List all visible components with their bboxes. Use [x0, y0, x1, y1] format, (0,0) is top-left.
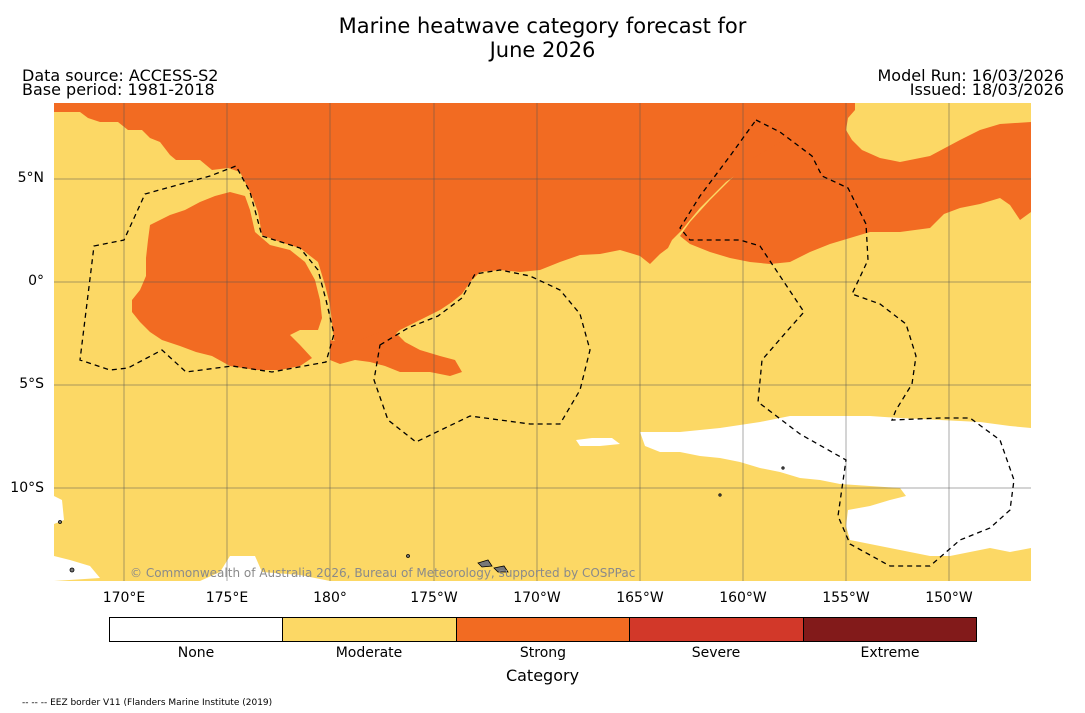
legend-title: Category [505, 666, 580, 685]
base-period: Base period: 1981-2018 [22, 80, 215, 99]
x-tick-170e: 170°E [102, 590, 146, 606]
x-tick-180: 180° [313, 590, 347, 606]
eez-border-tuvalu [79, 165, 335, 373]
eez-border-line-islands [679, 119, 1015, 567]
y-tick-5s: 5°S [19, 376, 44, 392]
legend-label-strong: Strong [519, 645, 567, 661]
x-tick-160w: 160°W [719, 590, 767, 606]
legend-swatch-moderate [283, 618, 457, 641]
legend-swatch-none [110, 618, 284, 641]
strong-region-south [330, 332, 462, 376]
samoa-island-1 [477, 559, 493, 568]
x-tick-155w: 155°W [822, 590, 870, 606]
x-tick-150w: 150°W [925, 590, 973, 606]
issued-date: Issued: 18/03/2026 [909, 80, 1064, 99]
x-tick-170w: 170°W [513, 590, 561, 606]
legend-label-none: None [177, 645, 215, 661]
title-line-1: Marine heatwave category forecast for [338, 14, 747, 38]
copyright-notice: © Commonwealth of Australia 2026, Bureau… [130, 566, 636, 580]
y-tick-0: 0° [28, 273, 44, 289]
x-tick-175e: 175°E [205, 590, 249, 606]
y-tick-10s: 10°S [10, 480, 44, 496]
island-dot-3 [406, 554, 410, 558]
data-source: Data source: ACCESS-S2 [22, 66, 219, 85]
legend-label-moderate: Moderate [335, 645, 403, 661]
island-dot-1 [69, 567, 75, 573]
model-run: Model Run: 16/03/2026 [877, 66, 1065, 85]
none-region-south [200, 556, 330, 581]
x-tick-165w: 165°W [616, 590, 664, 606]
island-dot-5 [781, 466, 785, 470]
strong-region-east [680, 103, 1031, 264]
legend-swatch-severe [630, 618, 804, 641]
islands [58, 466, 785, 573]
samoa-island-2 [493, 565, 509, 573]
island-dot-2 [58, 520, 62, 524]
legend-swatch-strong [456, 618, 631, 641]
none-region-small [576, 438, 620, 446]
eez-border-phoenix [373, 269, 591, 443]
eez-borders [79, 119, 1015, 567]
legend-label-extreme: Extreme [860, 645, 920, 661]
eez-footnote: -- -- -- EEZ border V11 (Flanders Marine… [22, 698, 273, 708]
strong-region-north [54, 103, 855, 358]
legend-label-severe: Severe [691, 645, 741, 661]
y-tick-5n: 5°N [17, 170, 44, 186]
none-region-west [54, 496, 64, 524]
none-region-southeast [640, 416, 1031, 556]
map-title: Marine heatwave category forecast for Ju… [0, 14, 1085, 62]
island-dot-4 [718, 493, 722, 497]
legend-colorbar [109, 617, 977, 642]
run-info: Model Run: 16/03/2026 Issued: 18/03/2026 [877, 66, 1065, 99]
x-tick-175w: 175°W [410, 590, 458, 606]
none-region-southwest [54, 556, 100, 581]
title-line-2: June 2026 [489, 38, 596, 62]
legend-swatch-extreme [803, 618, 977, 641]
source-info: Data source: ACCESS-S2 Base period: 1981… [22, 66, 219, 99]
